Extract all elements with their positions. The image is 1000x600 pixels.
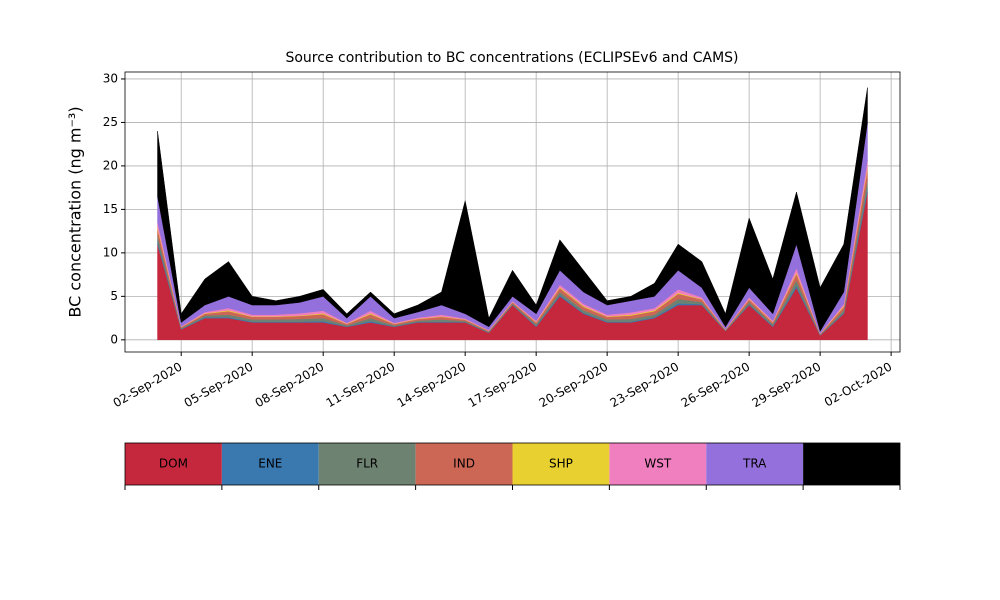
x-tick-label: 08-Sep-2020 [253,360,327,411]
legend-swatch [415,443,513,485]
y-tick-label: 5 [110,289,118,303]
x-tick-label: 17-Sep-2020 [466,360,540,411]
x-tick-label: 29-Sep-2020 [750,360,824,411]
x-tick-label: 02-Oct-2020 [822,360,894,410]
y-tick-label: 25 [103,115,118,129]
x-tick-label: 20-Sep-2020 [537,360,611,411]
y-axis-label: BC concentration (ng m⁻³) [66,106,85,317]
legend-label: BB [843,457,859,471]
legend-label: FLR [356,457,378,471]
x-tick-label: 14-Sep-2020 [395,360,469,411]
legend-label: TRA [742,457,767,471]
y-tick-label: 0 [110,332,118,346]
legend-label: IND [453,457,475,471]
area [157,87,868,332]
y-tick-label: 20 [103,158,118,172]
legend-swatch [512,443,610,485]
legend-frame [124,442,901,486]
legend-swatch [125,443,222,485]
plot-frame [124,71,901,353]
legend-label: SHP [549,457,573,471]
chart-title: Source contribution to BC concentrations… [285,50,738,66]
legend-label: WST [644,457,671,471]
y-tick-label: 30 [103,71,118,85]
x-tick-label: 23-Sep-2020 [608,360,682,411]
legend-swatch [706,443,804,485]
x-tick-label: 02-Sep-2020 [111,360,185,411]
legend-swatch [803,443,900,485]
legend-swatch [609,443,707,485]
y-tick-label: 15 [103,202,118,216]
x-tick-label: 11-Sep-2020 [324,360,398,411]
legend-label: ENE [258,457,282,471]
y-tick-label: 10 [103,245,118,259]
legend-swatch [318,443,416,485]
legend-swatch [221,443,319,485]
x-tick-label: 26-Sep-2020 [679,360,753,411]
x-tick-label: 05-Sep-2020 [182,360,256,411]
legend-label: DOM [159,457,188,471]
